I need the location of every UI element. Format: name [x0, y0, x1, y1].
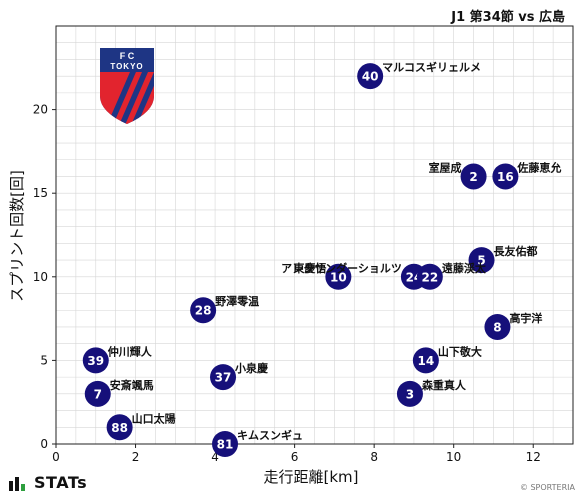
point-marker — [492, 163, 519, 190]
data-point: 39 仲川輝人 — [82, 344, 153, 374]
x-tick-label: 6 — [291, 450, 299, 464]
point-marker — [357, 63, 384, 90]
point-number: 28 — [195, 304, 212, 318]
data-points: 40マルコスギリェルメ2室屋成16佐藤恵允5長友佑都10東慶悟24アレクサンダー… — [82, 60, 561, 457]
point-name-label: 佐藤恵允 — [516, 160, 561, 174]
point-marker — [210, 364, 237, 391]
data-point: 8 高宇洋 — [484, 311, 542, 340]
point-number: 88 — [111, 421, 128, 435]
plot-frame — [55, 25, 574, 445]
credit-text: © SPORTERIA — [519, 483, 575, 492]
point-marker — [106, 414, 133, 441]
data-point: 3 森重真人 — [396, 378, 467, 407]
point-name-label: 小泉慶 — [234, 361, 268, 375]
point-name-label: 遠藤渓太 — [442, 261, 487, 275]
stats-logo: STATs — [8, 473, 87, 492]
point-marker — [190, 297, 217, 324]
axis-ticks: 0 2 4 6 8 10 12 0 5 10 15 20 — [33, 103, 541, 464]
point-name-label: 山下敬大 — [438, 344, 482, 358]
point-number: 16 — [497, 170, 514, 184]
point-number: 3 — [406, 387, 414, 401]
x-tick-label: 2 — [132, 450, 140, 464]
x-tick-label: 4 — [211, 450, 219, 464]
y-tick-label: 10 — [33, 270, 48, 284]
point-number: 10 — [330, 270, 347, 284]
point-marker — [212, 431, 239, 457]
point-marker — [484, 313, 511, 340]
point-number: 81 — [217, 438, 234, 452]
point-marker — [84, 380, 111, 407]
point-number: 40 — [362, 70, 379, 84]
point-number: 2 — [469, 170, 477, 184]
point-number: 39 — [87, 354, 104, 368]
point-name-label: 長友佑都 — [494, 244, 538, 258]
point-marker — [396, 380, 423, 407]
y-tick-label: 20 — [33, 103, 48, 117]
fc-tokyo-emblem: F C TOKYO — [100, 48, 154, 124]
point-marker — [468, 247, 495, 274]
point-number: 22 — [421, 270, 438, 284]
y-tick-label: 0 — [40, 437, 48, 451]
stats-bars-icon — [9, 476, 25, 491]
point-marker — [416, 263, 443, 290]
y-axis-label: スプリント回数[回] — [8, 170, 26, 302]
point-name-label: 高宇洋 — [509, 311, 542, 325]
point-number: 5 — [477, 254, 485, 268]
y-tick-label: 5 — [40, 353, 48, 367]
data-point: 10 東慶悟 — [293, 261, 352, 290]
x-tick-label: 12 — [526, 450, 541, 464]
logo-text-fc: F C — [120, 51, 135, 61]
point-marker — [325, 263, 352, 290]
point-name-label: キムスンギュ — [237, 428, 303, 442]
point-number: 37 — [215, 371, 232, 385]
point-number: 14 — [418, 354, 435, 368]
point-name-label: 仲川輝人 — [108, 344, 153, 358]
data-point: 88 山口太陽 — [106, 411, 176, 441]
match-title: J1 第34節 vs 広島 — [451, 10, 565, 25]
point-name-label: アレクサンダーショルツ — [281, 261, 402, 275]
point-marker — [82, 347, 109, 374]
point-marker — [412, 347, 439, 374]
x-axis-label: 走行距離[km] — [263, 468, 358, 486]
data-point: 22 遠藤渓太 — [416, 261, 487, 290]
point-name-label: マルコスギリェルメ — [382, 60, 481, 74]
point-name-label: 室屋成 — [429, 160, 462, 174]
point-name-label: 山口太陽 — [132, 411, 176, 425]
point-name-label: 安斎颯馬 — [110, 378, 154, 392]
x-tick-label: 0 — [52, 450, 60, 464]
point-number: 8 — [493, 320, 501, 334]
logo-text-tokyo: TOKYO — [110, 62, 143, 71]
point-name-label: 東慶悟 — [293, 261, 326, 275]
point-name-label: 森重真人 — [422, 378, 467, 392]
y-tick-label: 15 — [33, 186, 48, 200]
data-point: 5 長友佑都 — [468, 244, 538, 274]
data-point: 2 室屋成 — [429, 160, 487, 190]
point-marker — [460, 163, 487, 190]
point-name-label: 野澤零温 — [215, 294, 259, 308]
x-tick-label: 10 — [446, 450, 461, 464]
stats-logo-text: STATs — [34, 473, 88, 492]
data-point: 7 安斎颯馬 — [84, 378, 154, 407]
point-number: 7 — [94, 387, 102, 401]
x-tick-label: 8 — [370, 450, 378, 464]
